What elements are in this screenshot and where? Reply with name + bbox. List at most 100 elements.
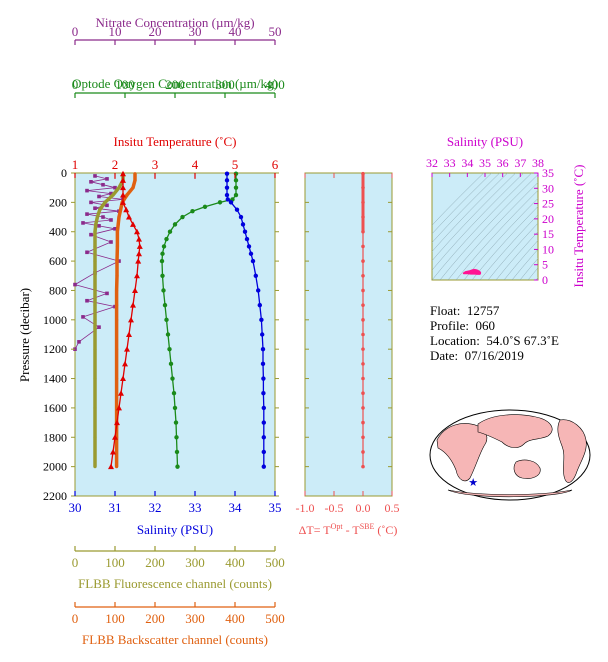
ts-y-tick-label: 0: [542, 273, 548, 287]
salinity-point: [253, 273, 258, 278]
temperature-point: [112, 434, 118, 440]
ts-x-tick-label: 37: [514, 156, 526, 170]
info-date-value: 07/16/2019: [464, 348, 524, 363]
oxygen-point: [174, 449, 180, 455]
fluorescence-point: [95, 215, 99, 219]
fluorescence-point: [103, 200, 107, 204]
ts-x-tick-label: 38: [532, 156, 544, 170]
delta-t-point: [361, 288, 365, 293]
info-profile-value: 060: [475, 318, 496, 333]
delta-t-tick-label: -0.5: [325, 501, 344, 515]
oxygen-point: [161, 288, 166, 293]
oxygen-point: [168, 361, 174, 367]
ts-density-contours: [432, 173, 538, 280]
oxygen-tick-label: 300: [215, 77, 235, 92]
main-series: [73, 170, 266, 470]
ts-density-contour: [495, 231, 538, 280]
ts-y-tick-label: 25: [542, 197, 554, 211]
pressure-tick-label: 1800: [43, 430, 67, 444]
fluorescence-line: [93, 173, 125, 467]
backscatter-point: [115, 347, 119, 351]
salinity-point: [224, 178, 230, 183]
nitrate-point: [113, 226, 117, 231]
salinity-tick-label: 30: [69, 500, 82, 515]
nitrate-point: [97, 325, 101, 329]
salinity-point: [259, 317, 264, 323]
nitrate-tick-label: 20: [149, 24, 162, 39]
salinity-point: [256, 288, 261, 293]
temperature-tick-label: 4: [192, 157, 199, 172]
oxygen-point: [160, 251, 165, 256]
ts-density-contour: [519, 258, 538, 280]
temperature-point: [135, 258, 142, 264]
backscatter-tick-label: 0: [72, 611, 79, 626]
backscatter-point: [115, 230, 119, 234]
ts-density-contour: [432, 173, 524, 271]
info-location-value: 54.0˚S 67.3˚E: [486, 333, 559, 348]
oxygen-point: [173, 420, 179, 425]
fluorescence-point: [93, 465, 97, 469]
oxygen-tick-label: 0: [72, 77, 79, 92]
ts-x-tick-label: 34: [461, 156, 473, 170]
fluorescence-point: [94, 222, 98, 226]
info-date: Date: 07/16/2019: [430, 348, 524, 364]
temperature-tick-label: 5: [232, 157, 239, 172]
backscatter-point: [115, 244, 119, 249]
oxygen-point: [175, 464, 180, 469]
backscatter-tick-label: 400: [225, 611, 245, 626]
pressure-tick-label: 2200: [43, 489, 67, 503]
ts-density-contour: [479, 214, 538, 280]
salinity-point: [238, 214, 244, 220]
salinity-point: [260, 332, 265, 337]
backscatter-tick-label: 500: [265, 611, 285, 626]
delta-t-point: [361, 332, 365, 337]
delta-t-point: [361, 200, 365, 205]
pressure-tick-label: 1400: [43, 372, 67, 386]
map-africa-europe: [436, 423, 488, 482]
salinity-point: [261, 435, 266, 440]
delta-t-point: [361, 185, 365, 190]
salinity-point: [224, 171, 230, 176]
delta-t-series: [361, 171, 365, 469]
oxygen-point: [233, 192, 239, 198]
oxygen-point: [171, 391, 177, 396]
fluorescence-point: [93, 406, 97, 410]
delta-t-axis-title: ΔT= TOpt - TSBE (˚C): [299, 522, 398, 537]
fluorescence-tick-label: 100: [105, 555, 125, 570]
backscatter-axis-title: FLBB Backscatter channel (counts): [82, 632, 268, 647]
salinity-tick-label: 31: [109, 500, 122, 515]
oxygen-point: [172, 405, 178, 411]
pressure-tick-label: 400: [49, 225, 67, 239]
backscatter-point: [115, 465, 119, 469]
temperature-point: [136, 250, 142, 257]
fluorescence-tick-label: 200: [145, 555, 165, 570]
oxygen-point: [167, 346, 172, 352]
oxygen-axis-title: Optode Oxygen Concentration (µm/kg): [72, 76, 278, 91]
info-profile-label: Profile:: [430, 318, 469, 333]
nitrate-point: [101, 215, 105, 219]
ts-density-contour: [447, 182, 538, 280]
fluorescence-tick-label: 0: [72, 555, 79, 570]
delta-t-point: [361, 303, 365, 307]
backscatter-point: [115, 376, 119, 381]
salinity-point: [261, 376, 266, 381]
delta-t-point: [361, 450, 365, 454]
oxygen-point: [167, 229, 173, 234]
temperature-point: [134, 272, 140, 279]
pressure-tick-label: 600: [49, 254, 67, 268]
delta-t-point: [361, 273, 365, 278]
temperature-point: [114, 419, 120, 426]
delta-t-point: [361, 347, 365, 351]
nitrate-point: [85, 298, 89, 303]
nitrate-tick-label: 50: [269, 24, 282, 39]
fluorescence-point: [93, 259, 97, 263]
nitrate-tick-label: 40: [229, 24, 242, 39]
salinity-point: [257, 302, 262, 308]
nitrate-point: [81, 315, 85, 319]
temperature-point: [116, 404, 122, 411]
salinity-tick-label: 32: [149, 500, 162, 515]
temperature-tick-label: 6: [272, 157, 279, 172]
oxygen-point: [180, 214, 185, 220]
salinity-point: [261, 449, 266, 455]
backscatter-point: [115, 259, 119, 263]
